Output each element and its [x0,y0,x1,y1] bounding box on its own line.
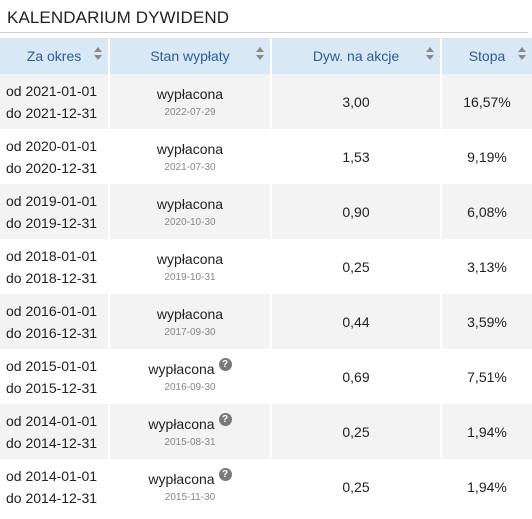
column-header-dividend[interactable]: Dyw. na akcje [271,38,442,74]
period-to: do 2019-12-31 [6,214,98,231]
dividend-cell: 0,25 [271,404,442,459]
period-cell: od 2021-01-01 do 2021-12-31 [0,74,110,129]
table-header-row: Za okres Stan wypłaty Dyw. na akcje Stop… [0,38,532,74]
table-row: od 2018-01-01 do 2018-12-31 wypłacona 2019-… [0,239,532,294]
page-title: KALENDARIUM DYWIDEND [0,0,528,33]
period-to: do 2014-12-31 [6,434,98,451]
dividend-cell: 1,53 [271,129,442,184]
status-text: wypłacona [148,360,215,377]
rate-cell: 6,08% [467,203,507,220]
column-header-status[interactable]: Stan wypłaty [109,38,272,74]
help-icon[interactable]: ? [218,358,232,371]
dividend-table: Za okres Stan wypłaty Dyw. na akcje Stop… [0,38,532,514]
payment-date: 2015-08-31 [164,436,216,448]
status-text: wypłacona [156,250,224,267]
table-row: od 2014-01-01 do 2014-12-31 wypłacona? 2015… [0,404,532,459]
period-cell: od 2014-01-01 do 2014-12-31 [0,459,110,514]
table-row: od 2015-01-01 do 2015-12-31 wypłacona? 2016… [0,349,532,404]
sort-icon[interactable] [94,47,102,63]
period-from: od 2018-01-01 [6,247,98,264]
dividend-cell: 0,25 [271,459,442,514]
period-to: do 2020-12-31 [6,159,98,176]
period-from: od 2020-01-01 [6,137,98,154]
column-header-period[interactable]: Za okres [0,38,110,74]
column-header-label: Za okres [26,48,82,64]
dividend-cell: 0,90 [271,184,442,239]
rate-cell: 1,94% [467,423,507,440]
table-row: od 2014-01-01 do 2014-12-31 wypłacona? 2015… [0,459,532,514]
status-text: wypłacona [156,305,224,322]
status-cell: wypłacona 2019-10-31 [109,239,272,294]
payment-date: 2015-11-30 [164,491,216,503]
table-row: od 2019-01-01 do 2019-12-31 wypłacona 2020-… [0,184,532,239]
rate-cell: 7,51% [467,368,507,385]
status-cell: wypłacona 2020-10-30 [109,184,272,239]
period-to: do 2021-12-31 [6,104,98,121]
rate-cell: 1,94% [467,478,507,495]
period-to: do 2018-12-31 [6,269,98,286]
status-cell: wypłacona 2021-07-30 [109,129,272,184]
sort-icon[interactable] [256,47,264,63]
period-from: od 2016-01-01 [6,302,98,319]
rate-cell: 9,19% [467,148,507,165]
payment-date: 2019-10-31 [164,271,216,283]
status-text: wypłacona [156,140,224,157]
rate-cell: 16,57% [463,93,511,110]
table-row: od 2016-01-01 do 2016-12-31 wypłacona 2017-… [0,294,532,349]
status-text: wypłacona [156,85,224,102]
sort-icon[interactable] [518,47,526,63]
column-header-label: Dyw. na akcje [312,48,400,64]
dividend-cell: 0,69 [271,349,442,404]
status-text: wypłacona [148,470,215,487]
payment-date: 2021-07-30 [164,161,216,173]
period-cell: od 2019-01-01 do 2019-12-31 [0,184,110,239]
period-to: do 2014-12-31 [6,489,98,506]
column-header-label: Stan wypłaty [150,48,230,64]
status-cell: wypłacona 2017-09-30 [109,294,272,349]
table-row: od 2020-01-01 do 2020-12-31 wypłacona 2021-… [0,129,532,184]
period-from: od 2019-01-01 [6,192,98,209]
payment-date: 2016-09-30 [164,381,216,393]
period-cell: od 2015-01-01 do 2015-12-31 [0,349,110,404]
status-text: wypłacona [148,415,215,432]
table-row: od 2021-01-01 do 2021-12-31 wypłacona 2022-… [0,74,532,129]
payment-date: 2017-09-30 [164,326,216,338]
status-text: wypłacona [156,195,224,212]
status-cell: wypłacona? 2016-09-30 [109,349,272,404]
dividend-cell: 0,44 [271,294,442,349]
period-cell: od 2018-01-01 do 2018-12-31 [0,239,110,294]
period-cell: od 2014-01-01 do 2014-12-31 [0,404,110,459]
period-from: od 2021-01-01 [6,82,98,99]
status-cell: wypłacona? 2015-11-30 [109,459,272,514]
help-icon[interactable]: ? [218,413,232,426]
period-cell: od 2016-01-01 do 2016-12-31 [0,294,110,349]
column-header-label: Stopa [468,48,506,64]
period-cell: od 2020-01-01 do 2020-12-31 [0,129,110,184]
rate-cell: 3,13% [467,258,507,275]
help-icon[interactable]: ? [218,468,232,481]
status-cell: wypłacona? 2015-08-31 [109,404,272,459]
rate-cell: 3,59% [467,313,507,330]
payment-date: 2022-07-29 [164,106,216,118]
period-to: do 2015-12-31 [6,379,98,396]
dividend-cell: 3,00 [271,74,442,129]
sort-icon[interactable] [426,47,434,63]
period-from: od 2014-01-01 [6,467,98,484]
column-header-rate[interactable]: Stopa [441,38,532,74]
payment-date: 2020-10-30 [164,216,216,228]
period-to: do 2016-12-31 [6,324,98,341]
period-from: od 2015-01-01 [6,357,98,374]
dividend-cell: 0,25 [271,239,442,294]
status-cell: wypłacona 2022-07-29 [109,74,272,129]
period-from: od 2014-01-01 [6,412,98,429]
